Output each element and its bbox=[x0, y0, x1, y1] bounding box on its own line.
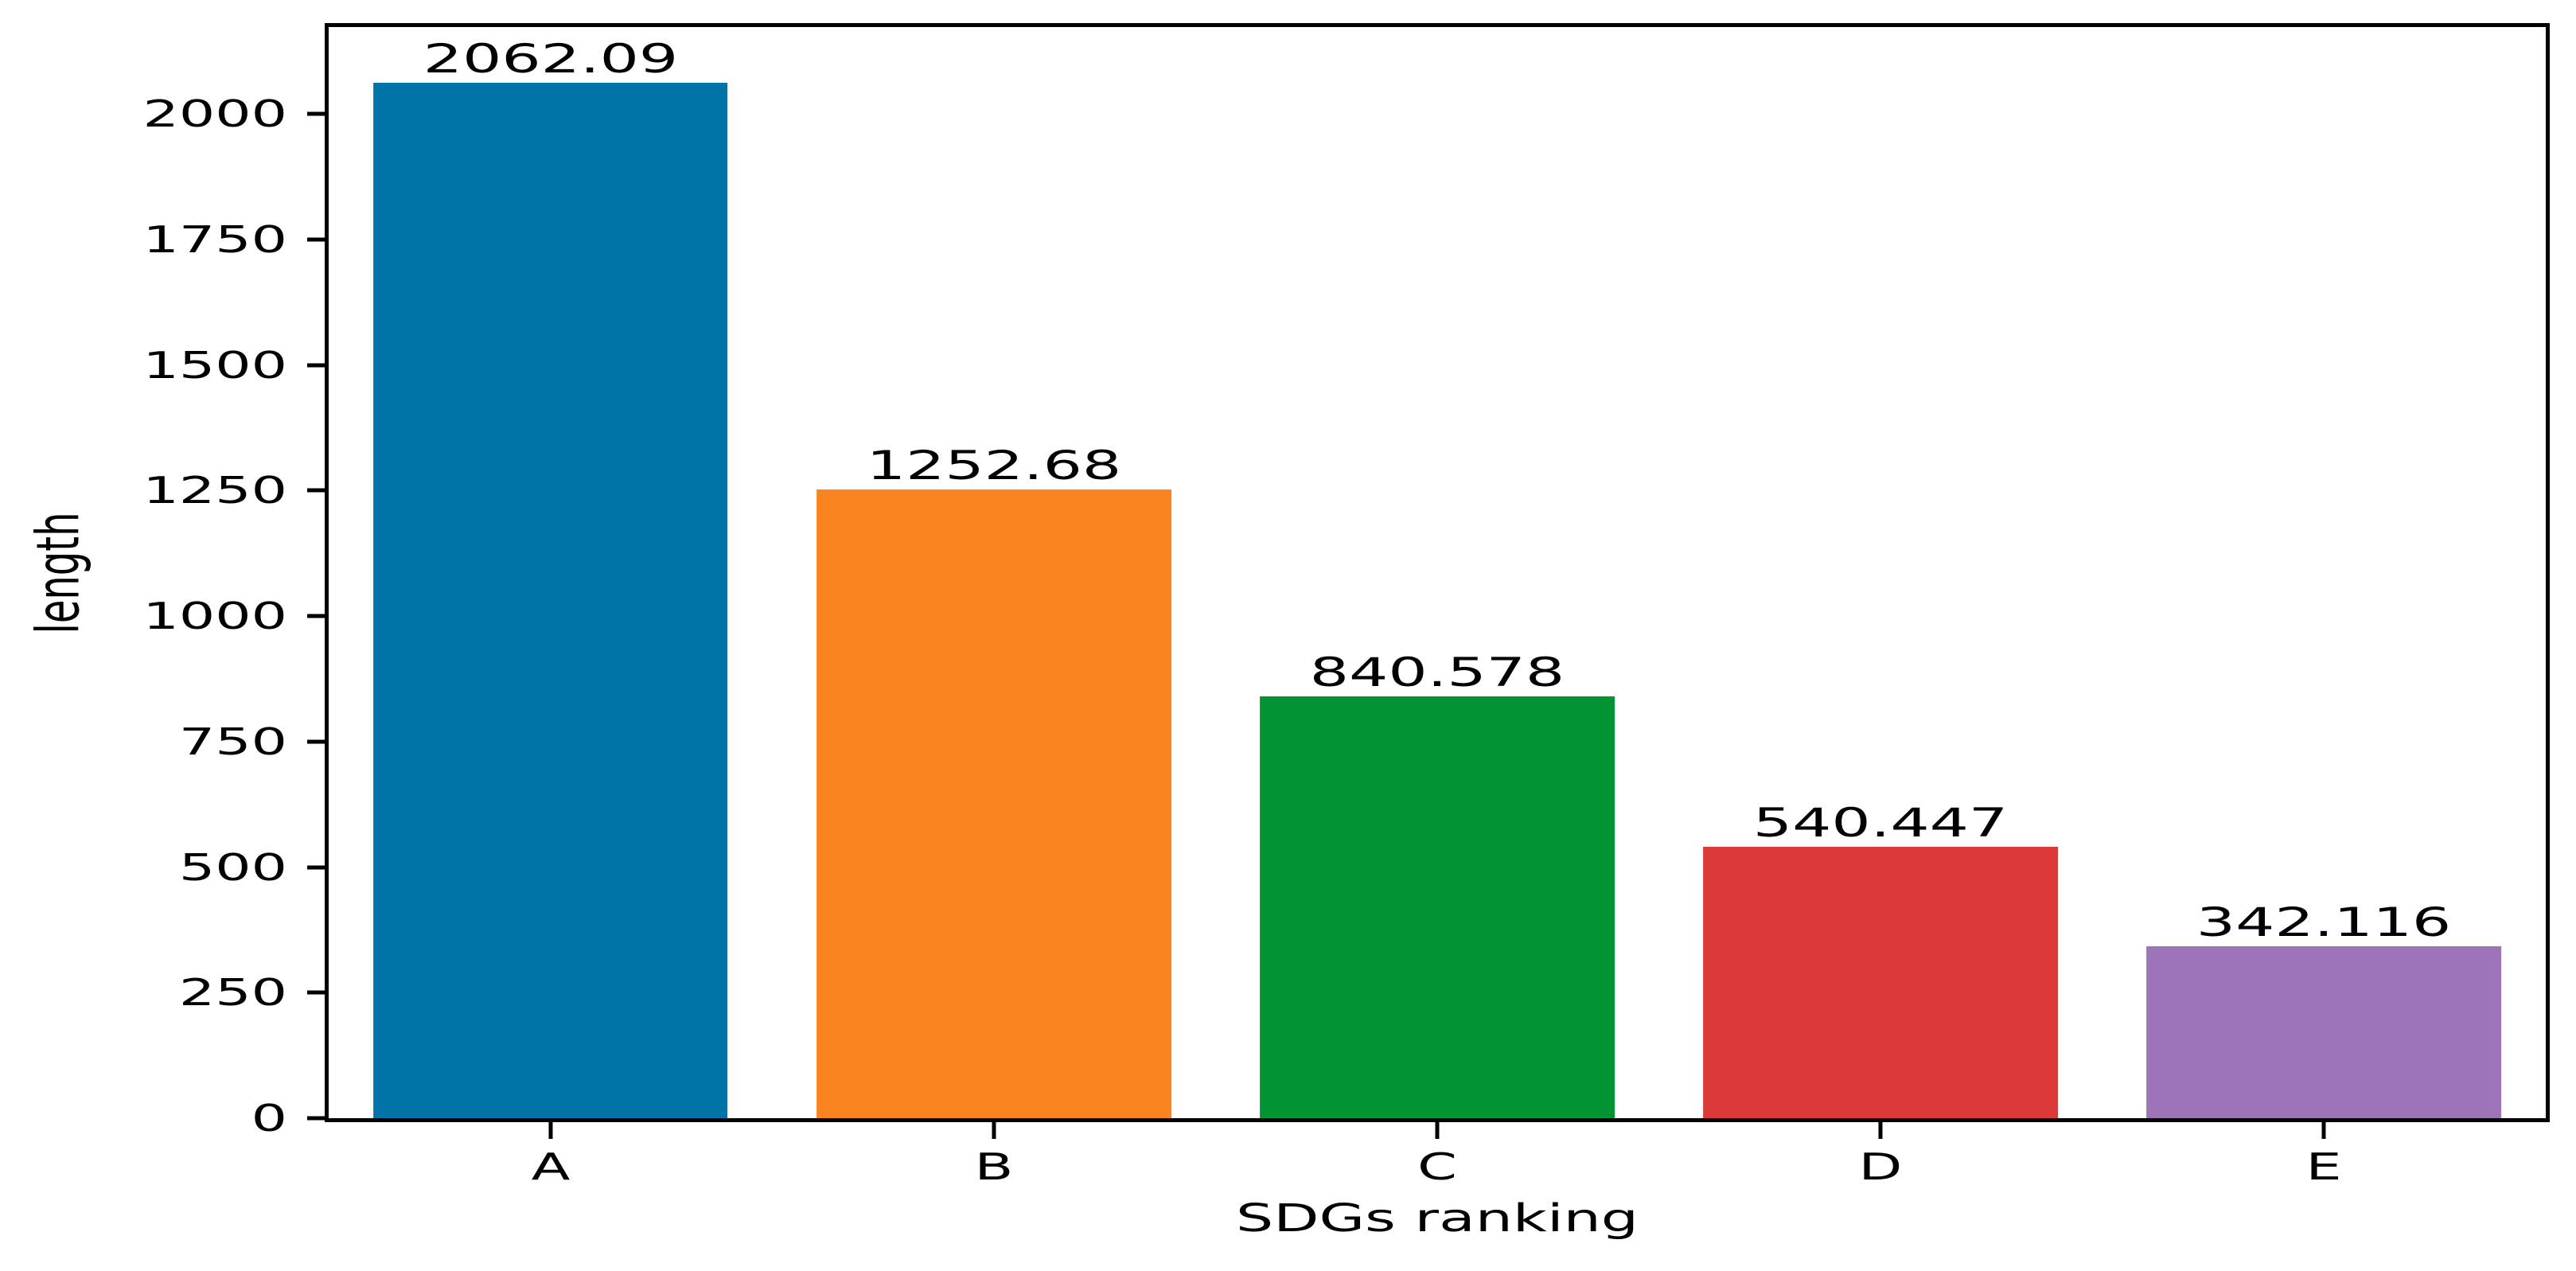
x-tick-mark bbox=[1435, 1118, 1440, 1139]
y-tick-mark bbox=[307, 865, 329, 870]
y-tick-mark bbox=[307, 237, 329, 242]
label-text: 1500 bbox=[142, 343, 287, 387]
bar-value-label: 2062.09 bbox=[423, 37, 677, 81]
bar-D bbox=[1703, 847, 2059, 1118]
label-text: 1250 bbox=[142, 469, 287, 513]
y-tick-label-1500: 1500 bbox=[143, 347, 287, 384]
x-axis-title: SDGs ranking bbox=[1235, 1196, 1639, 1241]
y-tick-label-250: 250 bbox=[179, 974, 287, 1011]
y-tick-mark bbox=[307, 990, 329, 995]
x-tick-label-C: C bbox=[1417, 1145, 1457, 1189]
x-tick-mark bbox=[992, 1118, 996, 1139]
y-tick-mark bbox=[307, 1116, 329, 1121]
bar-A bbox=[372, 82, 728, 1118]
x-tick-mark bbox=[2321, 1118, 2326, 1139]
y-tick-label-1000: 1000 bbox=[143, 598, 287, 634]
x-tick-label-D: D bbox=[1859, 1145, 1903, 1189]
label-text: 1000 bbox=[142, 595, 287, 638]
bar-C bbox=[1260, 696, 1615, 1118]
label-text: 0 bbox=[251, 1097, 287, 1140]
label-text: 250 bbox=[178, 971, 287, 1015]
y-tick-mark bbox=[307, 111, 329, 116]
label-text: D bbox=[1858, 1145, 1903, 1188]
x-tick-label-E: E bbox=[2306, 1145, 2342, 1189]
y-tick-label-1250: 1250 bbox=[143, 472, 287, 509]
plot-area: length SDGs ranking 2062.09 A 1252.68 B 840.… bbox=[24, 23, 2550, 1241]
bar-B bbox=[816, 489, 1171, 1118]
label-text: 342.116 bbox=[2196, 899, 2452, 946]
y-axis-title-wrap: length bbox=[24, 512, 93, 634]
label-text: E bbox=[2305, 1145, 2342, 1188]
label-text: B bbox=[974, 1145, 1014, 1188]
label-text: 1750 bbox=[142, 217, 287, 261]
y-tick-label-1750: 1750 bbox=[143, 221, 287, 258]
x-axis-title-wrap: SDGs ranking bbox=[1236, 1196, 1639, 1242]
y-tick-mark bbox=[307, 739, 329, 744]
x-tick-label-B: B bbox=[974, 1145, 1013, 1189]
label-text: 750 bbox=[178, 719, 287, 763]
y-tick-mark bbox=[307, 614, 329, 618]
label-text: C bbox=[1417, 1145, 1457, 1188]
label-text: 2000 bbox=[142, 92, 287, 136]
label-text: 540.447 bbox=[1752, 800, 2009, 847]
bar-value-label: 1252.68 bbox=[867, 443, 1121, 488]
x-tick-label-A: A bbox=[531, 1145, 570, 1189]
bar-E bbox=[2146, 946, 2502, 1118]
bar-value-label: 840.578 bbox=[1310, 650, 1565, 695]
y-tick-label-500: 500 bbox=[179, 849, 287, 886]
y-tick-label-2000: 2000 bbox=[143, 96, 287, 132]
label-text: 1252.68 bbox=[866, 442, 1122, 489]
label-text: 500 bbox=[178, 845, 287, 889]
label-text: 840.578 bbox=[1309, 649, 1565, 696]
y-tick-label-750: 750 bbox=[179, 723, 287, 760]
bar-value-label: 540.447 bbox=[1753, 801, 2008, 845]
y-tick-mark bbox=[307, 363, 329, 368]
label-text: A bbox=[531, 1145, 570, 1188]
y-tick-mark bbox=[307, 488, 329, 493]
bar-value-label: 342.116 bbox=[2196, 901, 2451, 945]
y-tick-label-0: 0 bbox=[251, 1100, 287, 1136]
label-text: 2062.09 bbox=[423, 35, 678, 82]
x-tick-mark bbox=[548, 1118, 553, 1139]
y-axis-title: length bbox=[24, 512, 94, 634]
x-tick-mark bbox=[1878, 1118, 1883, 1139]
